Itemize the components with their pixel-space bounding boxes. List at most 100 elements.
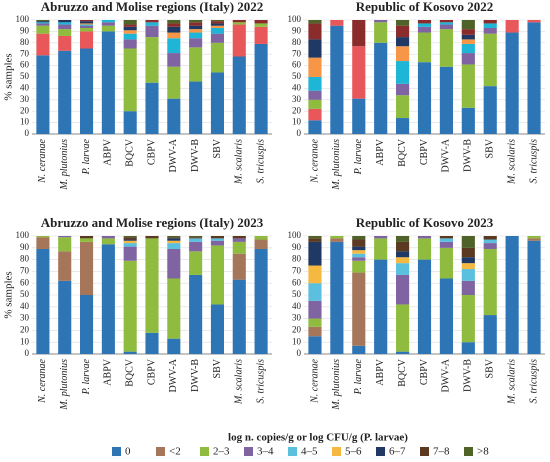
bar-segment [210,245,224,305]
bar-segment [167,248,181,279]
bar-segment [461,263,475,270]
bar-segment [374,259,388,354]
x-tick-label: M. plutonius [331,359,342,411]
y-axis-label: % samples [3,53,15,100]
chart-title: Abruzzo and Molise regions (Italy) 2023 [41,215,264,230]
bar-segment [352,246,366,251]
bar-segment [483,315,497,354]
bar-segment [483,248,497,316]
bar-segment [58,237,72,252]
y-tick-label: 0 [297,348,302,358]
bar-segment [439,238,453,242]
bar-segment [232,279,246,354]
bar-segment [167,66,181,99]
bar-segment [352,257,366,261]
bar-segment [396,25,410,38]
bar-segment [210,21,224,24]
y-tick-label: 40 [292,82,302,92]
bar-segment [101,238,115,245]
y-tick-label: 60 [20,60,30,70]
bar-segment [308,236,322,239]
bar-segment [461,269,475,281]
bar-segment [101,25,115,32]
bar-segment [36,237,50,249]
bar-segment [461,247,475,258]
y-tick-label: 10 [20,117,30,127]
bar-segment [254,248,268,354]
bar-segment [210,304,224,354]
bar-segment [483,243,497,249]
bar-segment [123,239,137,241]
chart-title: Abruzzo and Molise regions (Italy) 2022 [41,0,264,14]
x-tick-label: P. larvae [353,138,364,175]
bar-segment [254,236,268,240]
bar-segment [396,257,410,264]
bar-segment [352,98,366,134]
bar-segment [396,351,410,354]
x-tick-label: S. tricuspis [255,139,266,184]
bar-segment [123,246,137,261]
legend-swatch [464,447,473,456]
bar-segment [167,38,181,54]
x-tick-label: BQCV [397,138,408,167]
bar-segment [439,22,453,25]
legend-swatch [420,447,429,456]
bar-segment [145,25,159,38]
x-tick-label: BQCV [397,358,408,387]
y-tick-label: 20 [292,324,302,334]
bar-segment [483,27,497,34]
x-tick-label: DWV-A [441,358,452,392]
y-tick-label: 90 [20,25,30,35]
bar-segment [36,248,50,354]
bar-segment [254,43,268,134]
x-tick-label: P. larvae [353,358,364,395]
bar-segment [210,238,224,241]
x-tick-label: DWV-B [190,359,201,392]
bar-segment [352,236,366,240]
bar-segment [232,56,246,135]
bar-segment [189,238,203,242]
bar-segment [254,23,268,27]
bar-segment [483,236,497,240]
bar-segment [483,23,497,28]
bar-segment [145,37,159,83]
bar-segment [461,295,475,343]
bar-segment [36,33,50,56]
bar-segment [80,48,94,134]
bar-segment [58,35,72,51]
y-tick-label: 30 [20,313,30,323]
bar-segment [461,29,475,35]
bar-segment [461,39,475,44]
x-tick-label: N. ceranae [309,138,320,183]
bar-segment [505,236,519,354]
x-tick-label: ABPV [103,358,114,385]
bar-segment [145,82,159,134]
chart-title: Republic of Kosovo 2023 [356,215,494,230]
legend-swatch [376,447,385,456]
y-tick-label: 80 [292,254,302,264]
bar-segment [308,20,322,24]
bar-segment [308,283,322,301]
bar-segment [505,20,519,33]
bar-segment [189,38,203,48]
bar-segment [308,241,322,266]
y-tick-label: 20 [292,105,302,115]
bar-segment [374,238,388,260]
bar-segment [80,238,94,242]
bar-segment [330,238,344,242]
bar-segment [123,48,137,112]
bar-segment [80,24,94,26]
bar-segment [308,318,322,327]
y-tick-label: 0 [297,128,302,138]
bar-segment [167,243,181,249]
bar-segment [80,31,94,49]
bar-segment [461,342,475,354]
bar-segment [417,20,432,24]
bar-segment [36,55,50,135]
bar-segment [308,326,322,337]
legend-label: 5–6 [345,446,362,458]
bar-segment [396,304,410,352]
bar-segment [352,239,366,247]
bar-segment [308,57,322,77]
bar-segment [352,46,366,99]
